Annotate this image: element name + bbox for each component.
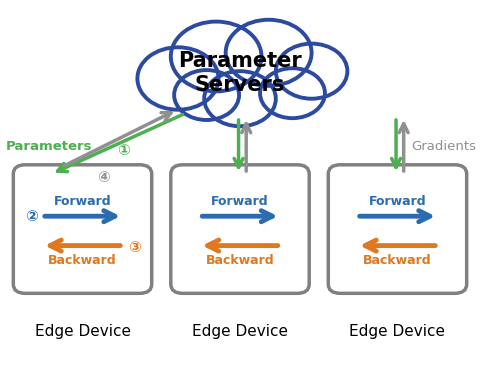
Circle shape bbox=[174, 70, 239, 120]
Text: Parameter
Servers: Parameter Servers bbox=[178, 51, 302, 95]
Text: ①: ① bbox=[117, 142, 130, 158]
Text: Gradients: Gradients bbox=[411, 140, 476, 153]
Text: ②: ② bbox=[25, 209, 38, 224]
Circle shape bbox=[171, 21, 262, 91]
FancyBboxPatch shape bbox=[13, 165, 152, 293]
Circle shape bbox=[226, 20, 312, 86]
Text: Backward: Backward bbox=[48, 254, 117, 267]
Text: Edge Device: Edge Device bbox=[192, 324, 288, 339]
Text: Backward: Backward bbox=[363, 254, 432, 267]
Circle shape bbox=[260, 68, 325, 118]
Circle shape bbox=[204, 71, 276, 126]
Text: Forward: Forward bbox=[211, 195, 269, 208]
Text: Backward: Backward bbox=[206, 254, 274, 267]
Text: ③: ③ bbox=[128, 240, 141, 255]
Text: Forward: Forward bbox=[369, 195, 426, 208]
Text: Edge Device: Edge Device bbox=[35, 324, 131, 339]
Circle shape bbox=[137, 47, 218, 110]
Circle shape bbox=[276, 44, 348, 99]
Text: Edge Device: Edge Device bbox=[349, 324, 445, 339]
FancyBboxPatch shape bbox=[171, 165, 309, 293]
Text: Parameters: Parameters bbox=[6, 140, 93, 153]
Text: Forward: Forward bbox=[54, 195, 111, 208]
Text: ④: ④ bbox=[97, 170, 110, 185]
FancyBboxPatch shape bbox=[328, 165, 467, 293]
